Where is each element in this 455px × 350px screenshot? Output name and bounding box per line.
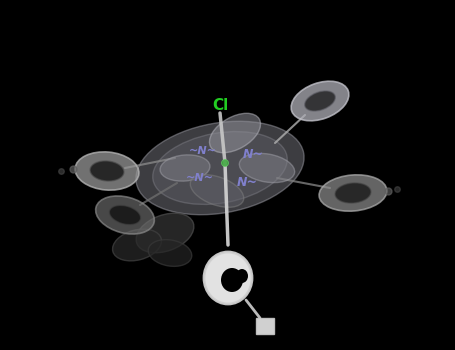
Ellipse shape [239,153,295,183]
Ellipse shape [96,196,154,234]
Ellipse shape [90,161,124,181]
Ellipse shape [209,113,261,153]
Circle shape [222,160,228,167]
Text: ~N~: ~N~ [189,146,217,156]
Ellipse shape [160,155,210,181]
Ellipse shape [305,91,335,111]
Ellipse shape [136,213,194,253]
Ellipse shape [204,252,252,304]
Text: N~: N~ [243,148,263,161]
Ellipse shape [75,152,139,190]
Ellipse shape [335,183,371,203]
Ellipse shape [136,121,304,215]
Ellipse shape [319,175,387,211]
Text: Cl: Cl [212,98,228,112]
Ellipse shape [148,240,192,266]
Ellipse shape [236,269,248,283]
Ellipse shape [291,81,349,121]
Ellipse shape [190,175,244,207]
Text: ~N~: ~N~ [186,173,214,183]
Text: N~: N~ [237,176,258,189]
Bar [256,318,274,334]
Ellipse shape [153,132,287,204]
Ellipse shape [109,205,141,225]
Ellipse shape [221,268,243,292]
Ellipse shape [112,229,162,261]
